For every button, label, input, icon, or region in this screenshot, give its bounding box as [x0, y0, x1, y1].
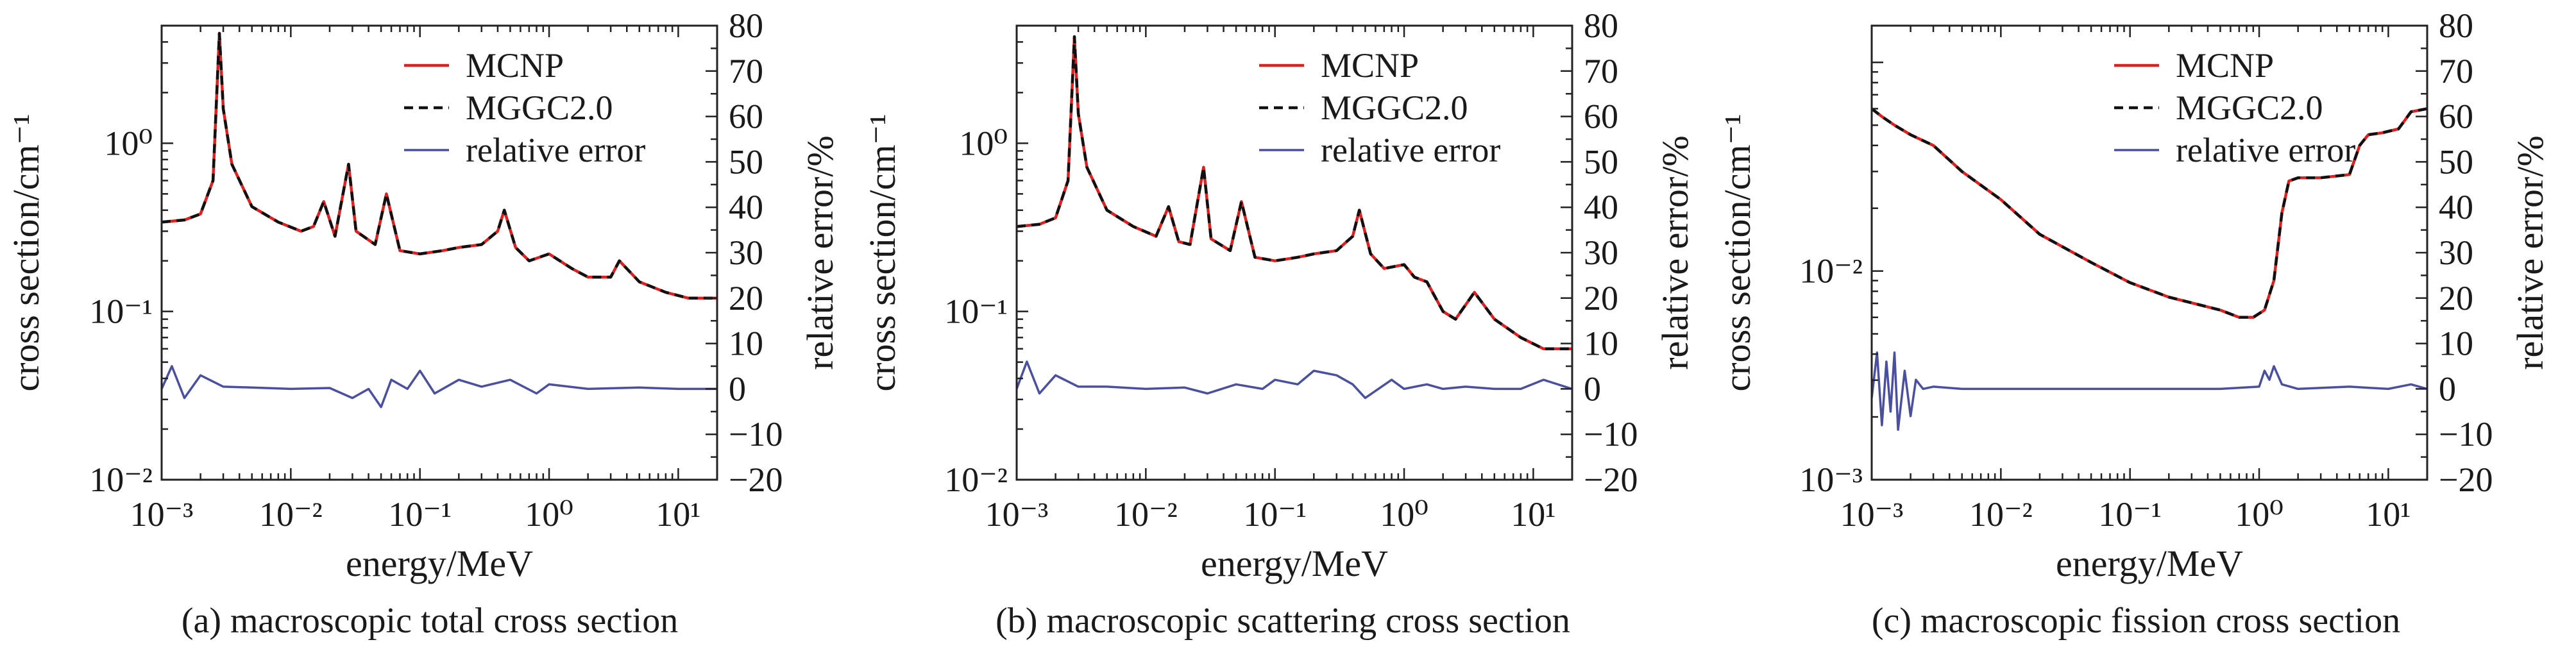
- caption-c: (c) macroscopic fission cross section: [1871, 601, 2401, 641]
- x-axis-label: energy/MeV: [1201, 543, 1388, 584]
- series-line-relative-error: [1017, 360, 1572, 400]
- y2-tick-label: 30: [1584, 233, 1618, 272]
- legend-label: MGGC2.0: [2176, 89, 2323, 127]
- legend-label: MCNP: [466, 46, 564, 85]
- y2-axis-label: relative error/%: [2509, 135, 2551, 370]
- x-tick-label: 10¹: [1511, 495, 1555, 534]
- y2-tick-label: −20: [729, 460, 783, 499]
- y2-tick-label: −10: [1584, 415, 1638, 453]
- y2-tick-label: 30: [2439, 233, 2473, 272]
- series-line-relative-error: [162, 365, 717, 409]
- y2-tick-label: 80: [729, 6, 763, 45]
- y2-tick-label: −20: [2439, 460, 2493, 499]
- x-axis-label: energy/MeV: [2056, 543, 2243, 584]
- x-tick-label: 10⁻¹: [2098, 495, 2162, 534]
- y2-tick-label: 80: [1584, 6, 1618, 45]
- y2-tick-label: −10: [2439, 415, 2493, 453]
- y2-tick-label: 70: [1584, 52, 1618, 90]
- legend-label: relative error: [1321, 131, 1500, 169]
- legend-label: relative error: [466, 131, 645, 169]
- legend-label: MCNP: [1321, 46, 1419, 85]
- y2-tick-label: 0: [1584, 369, 1601, 408]
- x-tick-label: 10⁻¹: [1243, 495, 1307, 534]
- y2-tick-label: 50: [1584, 142, 1618, 181]
- caption-a: (a) macroscopic total cross section: [181, 601, 679, 641]
- x-tick-label: 10⁻¹: [388, 495, 452, 534]
- y-tick-label: 10⁻³: [1799, 460, 1863, 499]
- series-line-mcnp: [1872, 107, 2427, 319]
- y2-tick-label: 50: [2439, 142, 2473, 181]
- x-axis-label: energy/MeV: [346, 543, 533, 584]
- y-axis-label: cross section/cm⁻¹: [5, 114, 47, 392]
- y2-tick-label: 40: [1584, 188, 1618, 226]
- y-tick-label: 10⁻¹: [944, 292, 1008, 331]
- y2-tick-label: −10: [729, 415, 783, 453]
- series-line-mggc2-0: [1017, 35, 1572, 351]
- x-tick-label: 10⁰: [2235, 495, 2284, 534]
- y-tick-label: 10⁻¹: [89, 292, 153, 331]
- y2-tick-label: 20: [729, 279, 763, 317]
- y2-tick-label: 20: [1584, 279, 1618, 317]
- y2-tick-label: 50: [729, 142, 763, 181]
- x-tick-label: 10⁻³: [985, 495, 1049, 534]
- y2-tick-label: 40: [729, 188, 763, 226]
- y2-tick-label: 80: [2439, 6, 2473, 45]
- y-tick-label: 10⁻²: [1799, 252, 1863, 291]
- y2-tick-label: 60: [1584, 97, 1618, 136]
- x-tick-label: 10⁰: [1380, 495, 1428, 534]
- y2-tick-label: 10: [2439, 325, 2473, 363]
- x-tick-label: 10¹: [656, 495, 700, 534]
- x-tick-label: 10⁻³: [1840, 495, 1904, 534]
- series-line-mggc2-0: [162, 31, 717, 300]
- x-tick-label: 10⁻²: [1114, 495, 1178, 534]
- plot-frame: [1015, 24, 1573, 481]
- y-tick-label: 10⁰: [959, 124, 1008, 162]
- y2-tick-label: 40: [2439, 188, 2473, 226]
- y2-tick-label: 60: [729, 97, 763, 136]
- y2-tick-label: 20: [2439, 279, 2473, 317]
- y2-tick-label: 0: [729, 369, 746, 408]
- y2-axis-label: relative error/%: [1654, 135, 1696, 370]
- y2-tick-label: 70: [729, 52, 763, 90]
- y2-tick-label: −20: [1584, 460, 1638, 499]
- chart-panel-0: 10⁻³ 10⁻² 10⁻¹ 10⁰ 10¹10⁻²10⁻¹10⁰−20−1001020…: [5, 6, 841, 584]
- y-axis-label: cross section/cm⁻¹: [1716, 114, 1758, 392]
- chart-panel-1: 10⁻³ 10⁻² 10⁻¹ 10⁰ 10¹10⁻²10⁻¹10⁰−20−1001020…: [861, 6, 1696, 584]
- y2-tick-label: 10: [1584, 325, 1618, 363]
- y-tick-label: 10⁻²: [944, 460, 1008, 499]
- x-tick-label: 10⁻²: [259, 495, 323, 534]
- legend-label: relative error: [2176, 131, 2355, 169]
- y2-tick-label: 60: [2439, 97, 2473, 136]
- y2-tick-label: 30: [729, 233, 763, 272]
- plot-frame: [160, 24, 718, 481]
- legend-label: MGGC2.0: [466, 89, 613, 127]
- y2-tick-label: 70: [2439, 52, 2473, 90]
- legend-label: MGGC2.0: [1321, 89, 1468, 127]
- x-tick-label: 10⁻³: [130, 495, 194, 534]
- y-tick-label: 10⁻²: [89, 460, 153, 499]
- y2-axis-label: relative error/%: [799, 135, 841, 370]
- x-tick-label: 10⁻²: [1969, 495, 2033, 534]
- chart-panel-2: 10⁻³ 10⁻² 10⁻¹ 10⁰ 10¹ 10⁻³ 10⁻² −20 −10 0 10 20 30 4…: [1716, 6, 2551, 584]
- y2-tick-label: 0: [2439, 369, 2456, 408]
- y2-tick-label: 10: [729, 325, 763, 363]
- legend-label: MCNP: [2176, 46, 2274, 85]
- plot-frame: [1870, 24, 2428, 481]
- series-line-relative-error: [1872, 351, 2427, 431]
- caption-b: (b) macroscopic scattering cross section: [996, 601, 1570, 641]
- x-tick-label: 10⁰: [525, 495, 573, 534]
- y-axis-label: cross section/cm⁻¹: [861, 114, 903, 392]
- y-tick-label: 10⁰: [104, 124, 153, 162]
- x-tick-label: 10¹: [2366, 495, 2411, 534]
